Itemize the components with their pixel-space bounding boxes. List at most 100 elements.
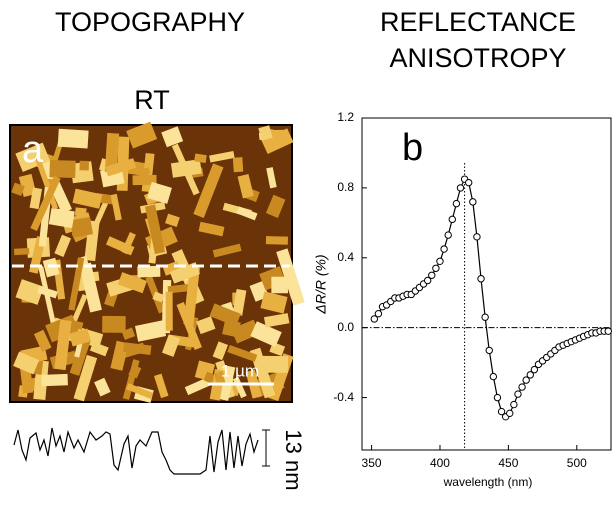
chart-title: b (402, 127, 423, 169)
data-point (518, 383, 526, 391)
afm-grain (122, 342, 152, 356)
afm-grain (212, 243, 242, 258)
data-point (432, 264, 440, 272)
right-title: REFLECTANCE (380, 7, 576, 37)
afm-grain (69, 328, 91, 347)
data-point (428, 271, 436, 279)
afm-grain (262, 355, 288, 373)
afm-grain (72, 188, 103, 209)
afm-grain (71, 294, 88, 323)
afm-grain (261, 128, 294, 155)
plot-frame (361, 117, 612, 451)
afm-grain (79, 262, 102, 313)
condition-label: RT (134, 85, 170, 115)
left-title: TOPOGRAPHY (55, 7, 245, 37)
height-profile (13, 427, 259, 475)
data-point (510, 400, 518, 409)
afm-grain (126, 121, 158, 149)
afm-grain (15, 279, 44, 305)
y-tick-label: 0.8 (337, 180, 354, 194)
x-tick-label: 400 (430, 456, 450, 470)
afm-grain (165, 291, 173, 331)
afm-grain (126, 383, 154, 400)
afm-grain (69, 337, 91, 376)
afm-grain (198, 221, 225, 237)
data-point (436, 257, 444, 265)
afm-grain (271, 276, 288, 294)
afm-grain (258, 125, 273, 141)
afm-grain (94, 377, 111, 397)
afm-grain (161, 126, 184, 148)
afm-grain (232, 157, 244, 173)
afm-grain (57, 128, 89, 149)
afm-grain (11, 182, 25, 196)
afm-grain (144, 204, 166, 255)
y-tick-label: 0.4 (337, 250, 354, 264)
afm-grain (122, 359, 140, 400)
afm-grain (138, 167, 151, 177)
afm-grain (33, 329, 52, 352)
data-point (506, 409, 514, 418)
afm-grain (69, 216, 94, 238)
afm-grain (260, 291, 288, 314)
profile-height-label: 13 nm (281, 429, 306, 490)
afm-grain (13, 351, 40, 375)
afm-grain (227, 344, 258, 362)
afm-grain (18, 173, 37, 197)
afm-grain (266, 167, 277, 189)
y-tick-label: -0.4 (333, 390, 354, 404)
data-point (374, 310, 383, 318)
data-point (489, 372, 498, 381)
afm-grain (104, 132, 120, 173)
afm-grain (54, 234, 72, 257)
afm-grain (183, 266, 200, 325)
afm-grain (232, 289, 247, 316)
afm-grain (68, 257, 85, 311)
data-point (530, 365, 539, 374)
x-axis-label: wavelength (nm) (443, 475, 533, 489)
data-point (514, 390, 522, 398)
afm-grain (237, 173, 254, 199)
afm-grain (89, 341, 109, 357)
data-point (473, 233, 481, 241)
afm-grain (147, 181, 172, 204)
data-point (448, 215, 456, 224)
afm-grain (167, 283, 191, 294)
afm-grain (42, 257, 60, 278)
scale-bar-label: 1 µm (221, 361, 259, 380)
afm-grain (250, 321, 282, 348)
data-point (477, 275, 485, 283)
data-point (522, 376, 530, 384)
afm-grain (196, 316, 216, 335)
afm-grain (137, 265, 161, 278)
y-tick-label: 1.2 (337, 110, 354, 124)
data-point (423, 276, 432, 285)
afm-grain (212, 341, 229, 361)
data-point (469, 198, 477, 206)
y-tick-label: 0.0 (337, 320, 354, 334)
afm-grain (169, 262, 200, 284)
data-point (444, 231, 452, 239)
afm-grain (249, 347, 276, 399)
afm-grain (193, 163, 224, 218)
data-point (493, 393, 502, 402)
afm-grain (73, 354, 98, 402)
afm-grain (194, 153, 207, 164)
afm-grain (117, 272, 147, 294)
y-axis-label: ΔR/R (%) (313, 254, 329, 314)
afm-grain (209, 151, 235, 163)
x-tick-label: 450 (498, 456, 518, 470)
data-point (456, 184, 465, 192)
afm-grain (154, 373, 169, 399)
afm-grain (265, 194, 286, 218)
afm-grain (49, 160, 76, 179)
afm-grain (161, 334, 181, 357)
data-point (526, 371, 534, 379)
afm-grain (15, 142, 51, 173)
afm-grain (231, 319, 260, 344)
data-point (481, 313, 489, 321)
afm-grain (105, 158, 137, 177)
afm-grain (30, 175, 61, 232)
afm-grain (79, 160, 89, 171)
